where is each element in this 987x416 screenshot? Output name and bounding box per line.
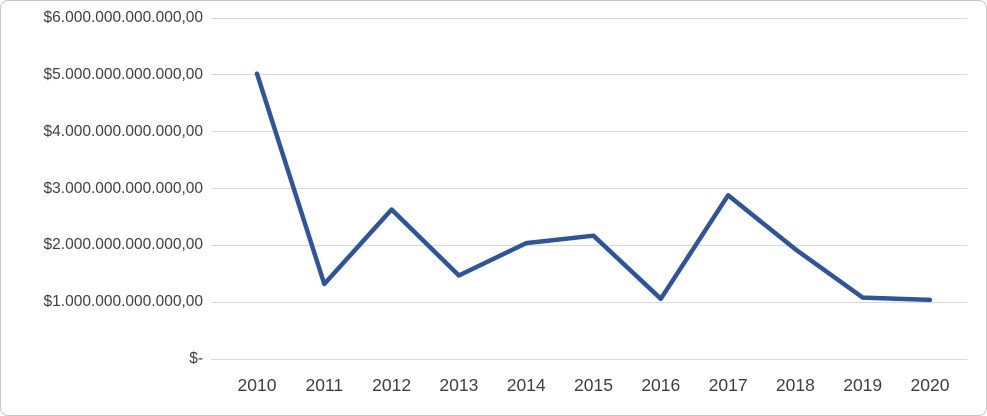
data-line — [254, 71, 933, 303]
